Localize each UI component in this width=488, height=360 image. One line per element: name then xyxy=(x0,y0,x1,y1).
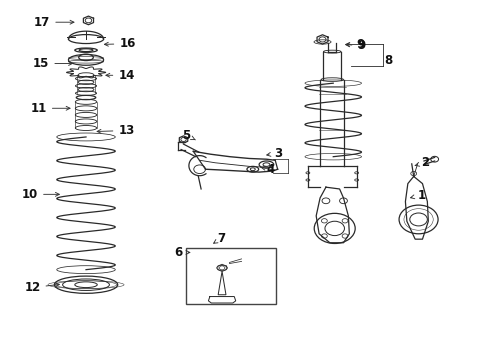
Text: 8: 8 xyxy=(384,54,392,67)
Text: 13: 13 xyxy=(97,124,134,137)
Text: 4: 4 xyxy=(260,163,274,176)
Text: 5: 5 xyxy=(182,129,195,142)
Text: 16: 16 xyxy=(104,37,135,50)
Text: 11: 11 xyxy=(31,102,70,115)
Text: 12: 12 xyxy=(24,281,59,294)
Text: 10: 10 xyxy=(22,188,59,201)
Text: 6: 6 xyxy=(174,246,189,259)
Bar xyxy=(185,248,276,304)
Text: 14: 14 xyxy=(106,69,134,82)
Text: 9: 9 xyxy=(345,38,364,51)
Text: 17: 17 xyxy=(34,16,74,29)
Text: 3: 3 xyxy=(266,147,282,159)
Text: 1: 1 xyxy=(410,189,425,202)
Text: 9: 9 xyxy=(345,39,365,52)
Text: 2: 2 xyxy=(414,156,428,169)
Text: 15: 15 xyxy=(33,57,72,70)
Text: 7: 7 xyxy=(213,231,225,244)
Polygon shape xyxy=(218,271,225,295)
